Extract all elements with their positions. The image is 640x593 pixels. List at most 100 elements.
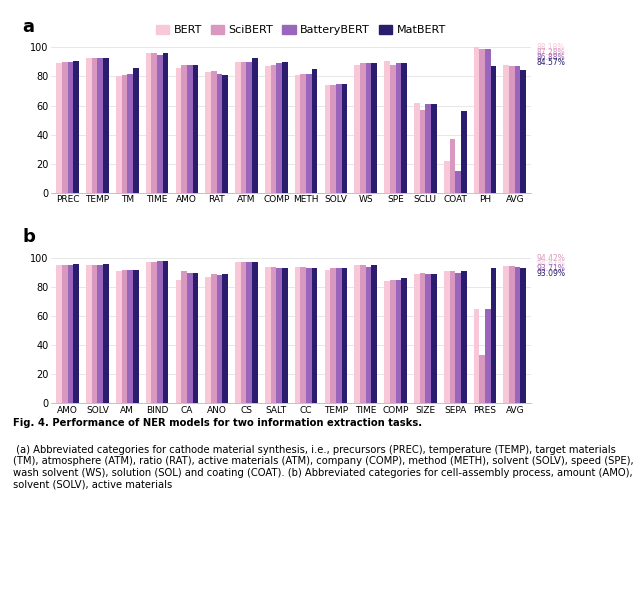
Bar bbox=[520, 70, 526, 193]
Bar bbox=[312, 268, 317, 403]
Bar bbox=[73, 264, 79, 403]
Bar bbox=[103, 264, 109, 403]
Bar bbox=[265, 66, 271, 193]
Bar bbox=[306, 74, 312, 193]
Text: 94.61%: 94.61% bbox=[537, 259, 566, 267]
Bar bbox=[73, 60, 79, 193]
Text: 86.88%: 86.88% bbox=[537, 53, 565, 62]
Bar bbox=[68, 265, 73, 403]
Bar bbox=[342, 84, 348, 193]
Bar bbox=[235, 62, 241, 193]
Bar bbox=[193, 65, 198, 193]
Bar bbox=[479, 49, 485, 193]
Bar bbox=[431, 104, 436, 193]
Bar bbox=[56, 63, 62, 193]
Bar bbox=[282, 268, 287, 403]
Bar bbox=[461, 111, 467, 193]
Bar bbox=[312, 69, 317, 193]
Bar bbox=[455, 273, 461, 403]
Bar bbox=[222, 75, 228, 193]
Bar bbox=[384, 60, 390, 193]
Bar bbox=[146, 53, 152, 193]
Bar bbox=[401, 278, 407, 403]
Bar bbox=[504, 266, 509, 403]
Bar bbox=[336, 84, 342, 193]
Bar bbox=[252, 58, 258, 193]
Bar bbox=[365, 267, 371, 403]
Bar bbox=[401, 63, 407, 193]
Text: Fig. 4. Performance of NER models for two information extraction tasks.: Fig. 4. Performance of NER models for tw… bbox=[13, 418, 422, 428]
Bar bbox=[265, 267, 271, 403]
Bar bbox=[444, 271, 449, 403]
Bar bbox=[414, 274, 420, 403]
Bar bbox=[474, 309, 479, 403]
Bar bbox=[133, 270, 138, 403]
Bar bbox=[187, 65, 193, 193]
Bar bbox=[217, 275, 222, 403]
Bar bbox=[127, 74, 133, 193]
Text: a: a bbox=[22, 18, 35, 36]
Bar bbox=[449, 271, 455, 403]
Bar bbox=[426, 274, 431, 403]
Bar bbox=[491, 66, 496, 193]
Bar bbox=[152, 262, 157, 403]
Bar bbox=[504, 65, 509, 193]
Bar bbox=[133, 68, 138, 193]
Bar bbox=[62, 62, 68, 193]
Bar bbox=[365, 63, 371, 193]
Bar bbox=[282, 62, 287, 193]
Bar bbox=[306, 268, 312, 403]
Bar bbox=[252, 262, 258, 403]
Bar bbox=[431, 274, 436, 403]
Text: (a) Abbreviated categories for cathode material synthesis, i.e., precursors (PRE: (a) Abbreviated categories for cathode m… bbox=[13, 445, 634, 490]
Bar bbox=[360, 63, 365, 193]
Bar bbox=[181, 271, 187, 403]
Text: 93.09%: 93.09% bbox=[537, 269, 566, 278]
Bar bbox=[491, 268, 496, 403]
Bar bbox=[146, 262, 152, 403]
Bar bbox=[384, 281, 390, 403]
Bar bbox=[163, 261, 168, 403]
Bar bbox=[444, 161, 449, 193]
Bar bbox=[396, 63, 401, 193]
Bar bbox=[371, 265, 377, 403]
Bar bbox=[211, 71, 217, 193]
Text: 93.71%: 93.71% bbox=[537, 264, 566, 273]
Bar bbox=[222, 274, 228, 403]
Bar bbox=[271, 267, 276, 403]
Bar bbox=[509, 266, 515, 403]
Bar bbox=[461, 271, 467, 403]
Bar bbox=[276, 268, 282, 403]
Bar bbox=[175, 68, 181, 193]
Bar bbox=[300, 74, 306, 193]
Bar bbox=[324, 85, 330, 193]
Bar bbox=[420, 110, 426, 193]
Text: 94.42%: 94.42% bbox=[537, 254, 566, 263]
Bar bbox=[396, 280, 401, 403]
Bar bbox=[515, 267, 520, 403]
Bar bbox=[86, 58, 92, 193]
Bar bbox=[235, 262, 241, 403]
Bar bbox=[187, 273, 193, 403]
Bar bbox=[205, 277, 211, 403]
Bar bbox=[122, 75, 127, 193]
Bar bbox=[371, 63, 377, 193]
Bar bbox=[217, 74, 222, 193]
Bar bbox=[455, 171, 461, 193]
Bar bbox=[449, 139, 455, 193]
Bar bbox=[520, 268, 526, 403]
Bar bbox=[157, 55, 163, 193]
Bar bbox=[324, 270, 330, 403]
Bar bbox=[330, 85, 336, 193]
Bar bbox=[175, 280, 181, 403]
Bar bbox=[97, 265, 103, 403]
Bar bbox=[390, 280, 396, 403]
Bar bbox=[68, 62, 73, 193]
Bar bbox=[420, 273, 426, 403]
Text: 87.28%: 87.28% bbox=[537, 48, 565, 57]
Bar bbox=[509, 66, 515, 193]
Bar bbox=[271, 65, 276, 193]
Bar bbox=[62, 265, 68, 403]
Bar bbox=[163, 53, 168, 193]
Legend: BERT, SciBERT, BatteryBERT, MatBERT: BERT, SciBERT, BatteryBERT, MatBERT bbox=[152, 20, 450, 40]
